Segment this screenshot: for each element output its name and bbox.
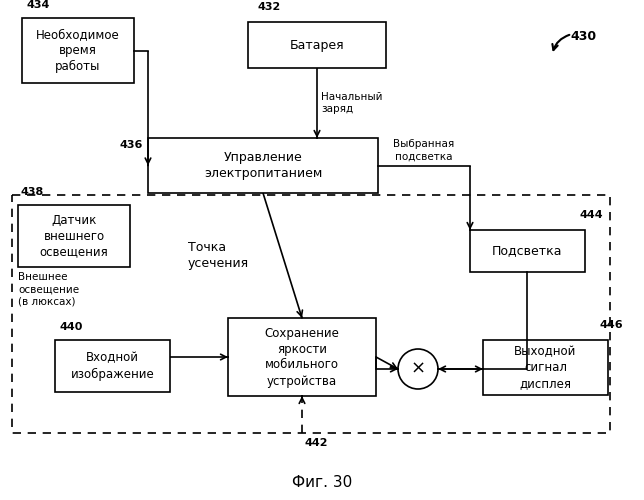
Text: Фиг. 30: Фиг. 30 [292, 475, 352, 490]
Text: 436: 436 [120, 140, 143, 150]
Text: 434: 434 [27, 0, 50, 10]
Text: Датчик
внешнего
освещения: Датчик внешнего освещения [40, 214, 108, 258]
Text: Сохранение
яркости
мобильного
устройства: Сохранение яркости мобильного устройства [265, 326, 339, 388]
Text: 446: 446 [600, 320, 623, 330]
Text: 442: 442 [305, 438, 328, 448]
Text: Выбранная
подсветка: Выбранная подсветка [393, 139, 455, 162]
Text: 440: 440 [60, 322, 83, 332]
Bar [12, 195, 610, 433]
Text: Выходной
сигнал
дисплея: Выходной сигнал дисплея [515, 345, 576, 390]
Text: Батарея: Батарея [290, 38, 345, 52]
Text: Начальный
заряд: Начальный заряд [321, 92, 383, 114]
Text: Подсветка: Подсветка [492, 244, 563, 258]
Circle shape [398, 349, 438, 389]
Bar [148, 138, 378, 193]
Text: 430: 430 [570, 30, 596, 43]
Bar [55, 340, 170, 392]
Bar [470, 230, 585, 272]
Text: Точка
усечения: Точка усечения [188, 241, 249, 270]
Text: 444: 444 [580, 210, 603, 220]
Text: Управление
электропитанием: Управление электропитанием [204, 151, 322, 180]
Bar [22, 18, 134, 83]
Text: 438: 438 [21, 187, 44, 197]
Text: Входной
изображение: Входной изображение [71, 352, 155, 380]
Bar [483, 340, 608, 395]
Text: Внешнее
освещение
(в люксах): Внешнее освещение (в люксах) [18, 272, 79, 307]
Bar [228, 318, 376, 396]
Text: 432: 432 [258, 2, 281, 12]
Bar [18, 205, 130, 267]
Text: Необходимое
время
работы: Необходимое время работы [36, 28, 120, 73]
Text: ×: × [410, 360, 426, 378]
Bar [248, 22, 386, 68]
